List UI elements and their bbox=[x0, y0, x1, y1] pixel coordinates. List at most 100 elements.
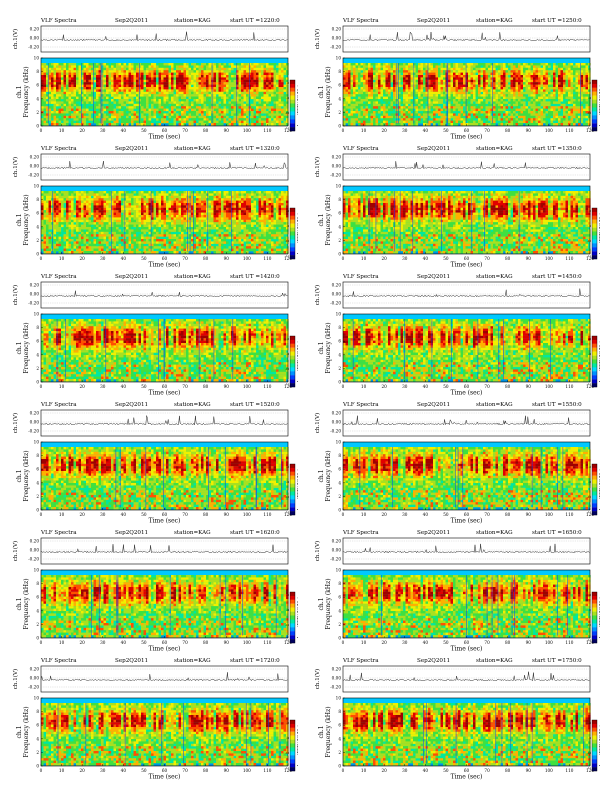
heatmap-cell bbox=[510, 72, 514, 76]
heatmap-cell bbox=[550, 70, 554, 73]
heatmap-cell bbox=[490, 101, 494, 104]
heatmap-cell bbox=[113, 120, 117, 124]
heatmap-cell bbox=[276, 118, 279, 121]
heatmap-cell bbox=[370, 84, 374, 88]
heatmap-cell bbox=[488, 96, 491, 100]
heatmap-cell bbox=[273, 103, 277, 107]
heatmap-cell bbox=[198, 96, 202, 100]
heatmap-cell bbox=[423, 108, 426, 112]
heatmap-cell bbox=[226, 120, 229, 124]
heatmap-cell bbox=[428, 87, 431, 90]
heatmap-cell bbox=[43, 241, 47, 244]
heatmap-cell bbox=[415, 106, 419, 109]
heatmap-cell bbox=[216, 115, 219, 119]
heatmap-cell bbox=[43, 87, 47, 90]
heatmap-cell bbox=[153, 115, 157, 119]
heatmap-cell bbox=[111, 106, 114, 109]
heatmap-cell bbox=[383, 106, 386, 109]
heatmap-cell bbox=[588, 113, 591, 116]
heatmap-cell bbox=[543, 106, 546, 109]
heatmap-cell bbox=[96, 63, 99, 66]
heatmap-cell bbox=[365, 118, 369, 121]
heatmap-cell bbox=[133, 67, 137, 71]
heatmap-cell bbox=[163, 82, 167, 85]
heatmap-cell bbox=[360, 120, 364, 124]
heatmap-cell bbox=[243, 77, 247, 80]
heatmap-cell bbox=[281, 67, 284, 71]
heatmap-cell bbox=[490, 115, 494, 119]
heatmap-cell bbox=[400, 77, 404, 80]
heatmap-cell bbox=[425, 77, 429, 80]
heatmap-cell bbox=[168, 111, 172, 114]
heatmap-cell bbox=[113, 101, 117, 104]
heatmap-cell bbox=[176, 67, 179, 71]
heatmap-cell bbox=[428, 79, 431, 83]
heatmap-cell bbox=[221, 111, 224, 114]
heatmap-cell bbox=[348, 79, 351, 83]
heatmap-cell bbox=[525, 106, 529, 109]
heatmap-cell bbox=[228, 94, 232, 97]
heatmap-cell bbox=[63, 115, 67, 119]
heatmap-cell bbox=[428, 113, 431, 116]
heatmap-cell bbox=[505, 94, 509, 97]
heatmap-cell bbox=[93, 99, 97, 102]
heatmap-cell bbox=[533, 82, 536, 85]
heatmap-cell bbox=[136, 96, 139, 100]
heatmap-cell bbox=[231, 91, 234, 95]
heatmap-cell bbox=[266, 70, 269, 73]
heatmap-cell bbox=[448, 77, 451, 80]
heatmap-cell bbox=[241, 120, 244, 124]
heatmap-cell bbox=[553, 115, 556, 119]
heatmap-cell bbox=[575, 82, 579, 85]
heatmap-cell bbox=[228, 96, 232, 100]
heatmap-cell bbox=[568, 63, 571, 66]
heatmap-cell bbox=[88, 79, 92, 83]
heatmap-cell bbox=[585, 115, 589, 119]
heatmap-cell bbox=[188, 115, 192, 119]
heatmap-cell bbox=[483, 63, 486, 66]
heatmap-cell bbox=[560, 123, 564, 126]
colorbar-segment bbox=[290, 111, 295, 116]
heatmap-cell bbox=[258, 101, 262, 104]
heatmap-cell bbox=[373, 120, 376, 124]
heatmap-cell bbox=[365, 79, 369, 83]
heatmap-cell bbox=[355, 91, 359, 95]
heatmap-cell bbox=[513, 120, 516, 124]
heatmap-cell bbox=[350, 94, 354, 97]
heatmap-cell bbox=[435, 108, 439, 112]
heatmap-cell bbox=[433, 75, 436, 78]
heatmap-cell bbox=[348, 75, 351, 78]
heatmap-cell bbox=[116, 72, 119, 76]
heatmap-cell bbox=[393, 91, 396, 95]
heatmap-cell bbox=[268, 72, 272, 76]
heatmap-cell bbox=[580, 70, 584, 73]
time-tick-label: 30 bbox=[100, 128, 106, 133]
heatmap-cell bbox=[513, 101, 516, 104]
heatmap-cell bbox=[48, 227, 52, 230]
heatmap-cell bbox=[201, 106, 204, 109]
heatmap-cell bbox=[203, 103, 207, 107]
heatmap-cell bbox=[483, 106, 486, 109]
heatmap-cell bbox=[233, 120, 237, 124]
heatmap-cell bbox=[48, 87, 52, 90]
heatmap-cell bbox=[233, 65, 237, 68]
heatmap-cell bbox=[206, 77, 209, 80]
heatmap-cell bbox=[88, 96, 92, 100]
heatmap-cell bbox=[131, 120, 134, 124]
heatmap-cell bbox=[548, 115, 551, 119]
heatmap-cell bbox=[488, 63, 491, 66]
heatmap-cell bbox=[480, 120, 484, 124]
heatmap-cell bbox=[281, 79, 284, 83]
heatmap-cell bbox=[440, 118, 444, 121]
heatmap-cell bbox=[198, 65, 202, 68]
heatmap-cell bbox=[533, 91, 536, 95]
heatmap-cell bbox=[123, 67, 127, 71]
heatmap-cell bbox=[433, 77, 436, 80]
heatmap-cell bbox=[428, 70, 431, 73]
heatmap-cell bbox=[435, 87, 439, 90]
heatmap-cell bbox=[455, 82, 459, 85]
heatmap-cell bbox=[216, 79, 219, 83]
heatmap-cell bbox=[43, 106, 47, 109]
heatmap-cell bbox=[555, 89, 559, 92]
heatmap-cell bbox=[133, 70, 137, 73]
